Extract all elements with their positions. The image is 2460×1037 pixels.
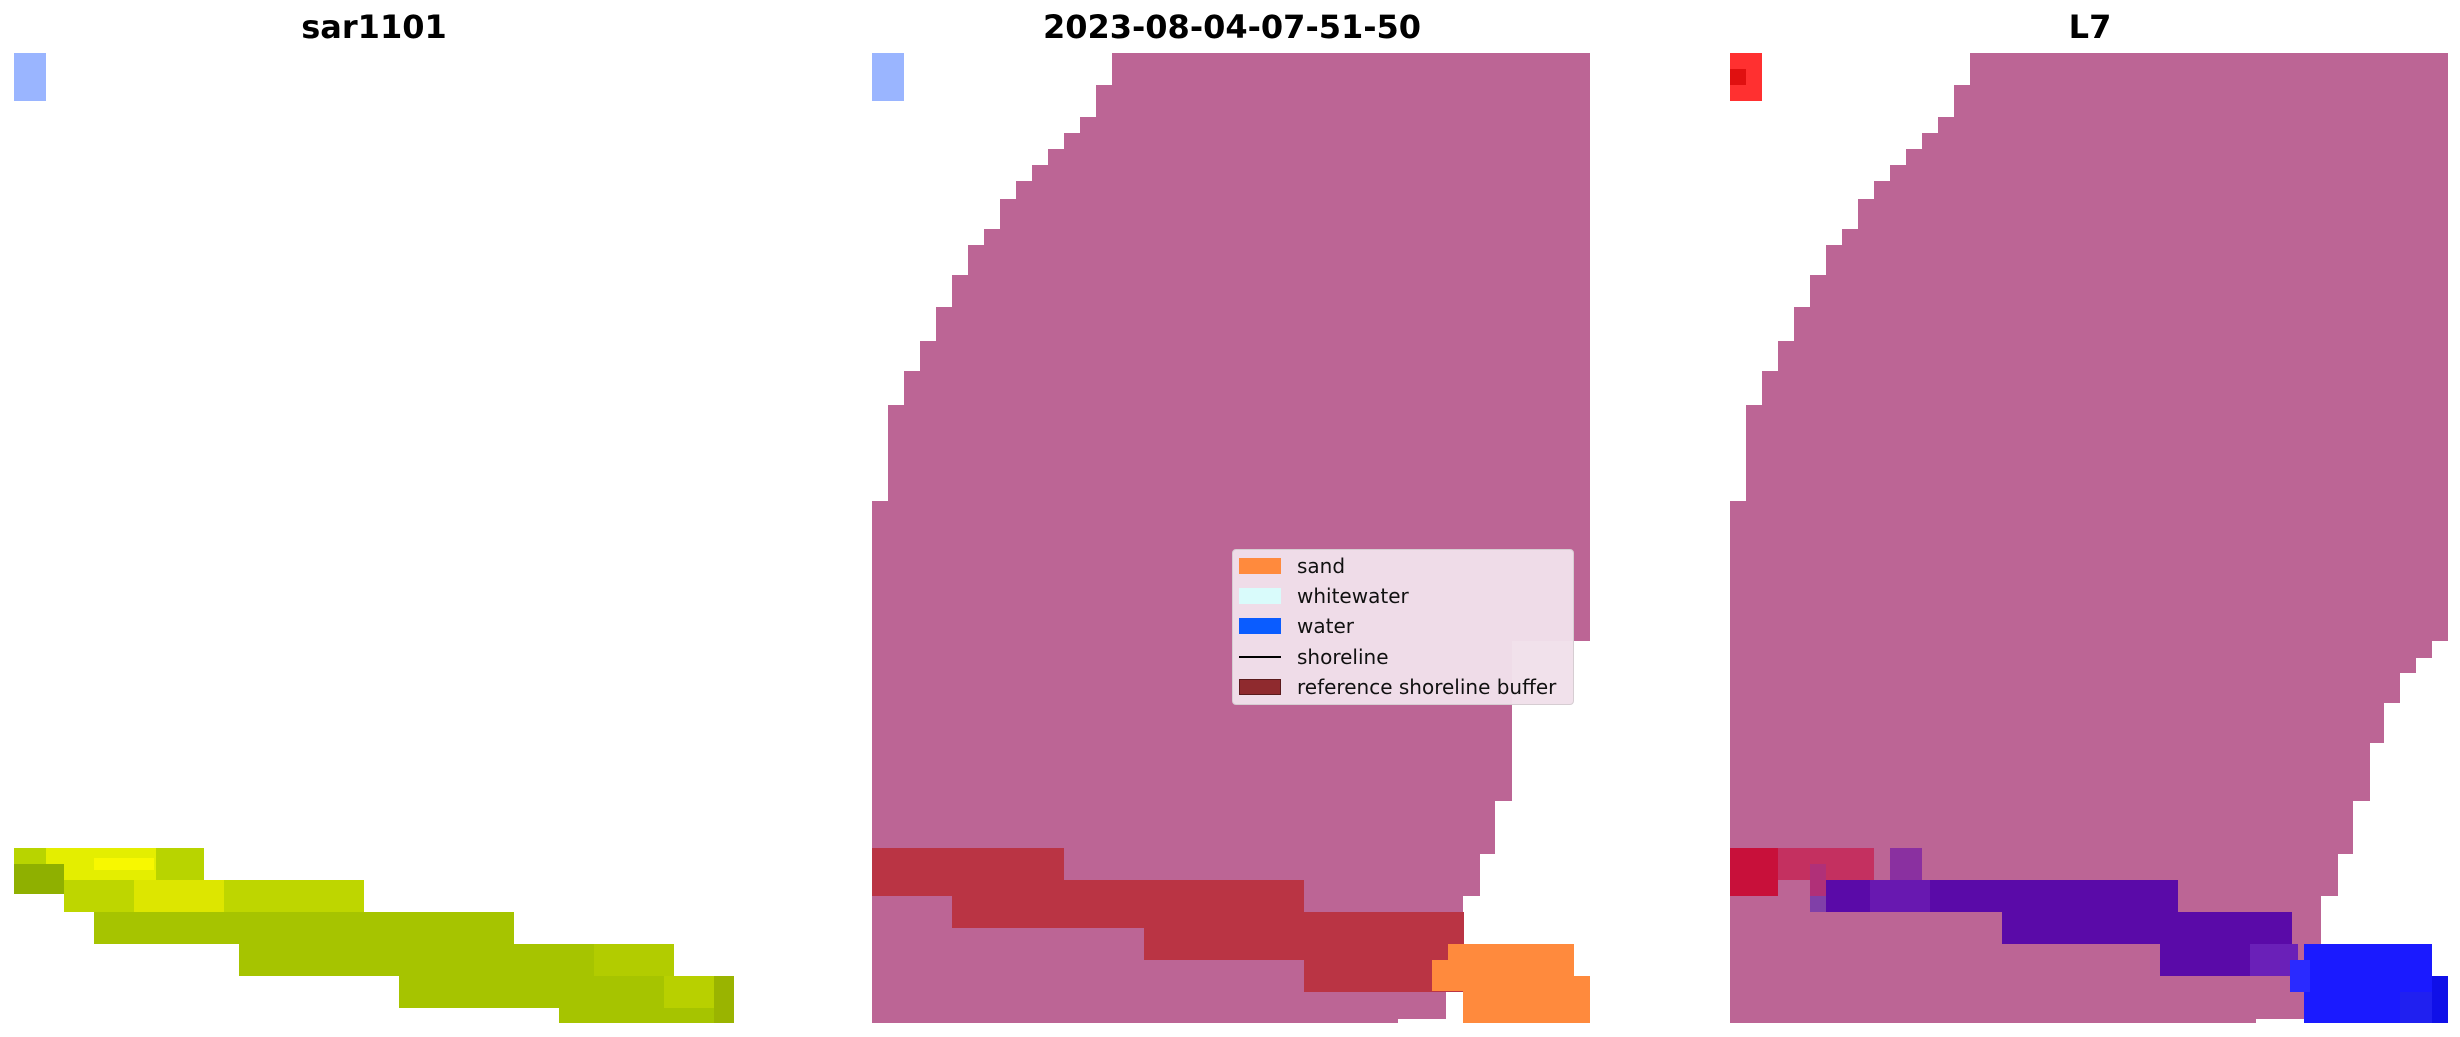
classification-mask xyxy=(1730,53,2448,1023)
panel-timestamp: 2023-08-04-07-51-50 sand whitewater wate… xyxy=(872,0,1592,1037)
sand-region xyxy=(1432,944,1590,1023)
buffer-swatch xyxy=(1239,679,1281,695)
shoreline-line-swatch xyxy=(1239,656,1281,658)
panel-l7: L7 xyxy=(1730,0,2450,1037)
corner-marker xyxy=(1730,53,1762,101)
l7-water-region xyxy=(2290,944,2448,1023)
panel-title: 2023-08-04-07-51-50 xyxy=(1042,8,1422,46)
l7-shoreline-band xyxy=(1730,848,2298,976)
whitewater-swatch xyxy=(1239,588,1281,604)
corner-marker xyxy=(14,53,46,101)
legend-item-shoreline: shoreline xyxy=(1239,644,1389,670)
reference-shoreline-buffer xyxy=(872,848,1464,992)
legend-item-reference-shoreline-buffer: reference shoreline buffer xyxy=(1239,674,1556,700)
legend: sand whitewater water shoreline referenc… xyxy=(1232,549,1574,705)
panel-title: sar1101 xyxy=(301,8,447,46)
legend-item-whitewater: whitewater xyxy=(1239,583,1409,609)
classification-mask xyxy=(872,53,1590,1023)
water-swatch xyxy=(1239,618,1281,634)
corner-marker xyxy=(872,53,904,101)
classified-image xyxy=(872,53,1590,1023)
l7-image xyxy=(1730,53,2448,1023)
panel-sar1101: sar1101 xyxy=(14,0,734,1037)
sar-image xyxy=(14,53,734,1023)
sand-swatch xyxy=(1239,558,1281,574)
sar-shoreline-band xyxy=(14,848,734,1023)
panel-title: L7 xyxy=(2068,8,2112,46)
legend-item-water: water xyxy=(1239,613,1354,639)
legend-item-sand: sand xyxy=(1239,553,1345,579)
